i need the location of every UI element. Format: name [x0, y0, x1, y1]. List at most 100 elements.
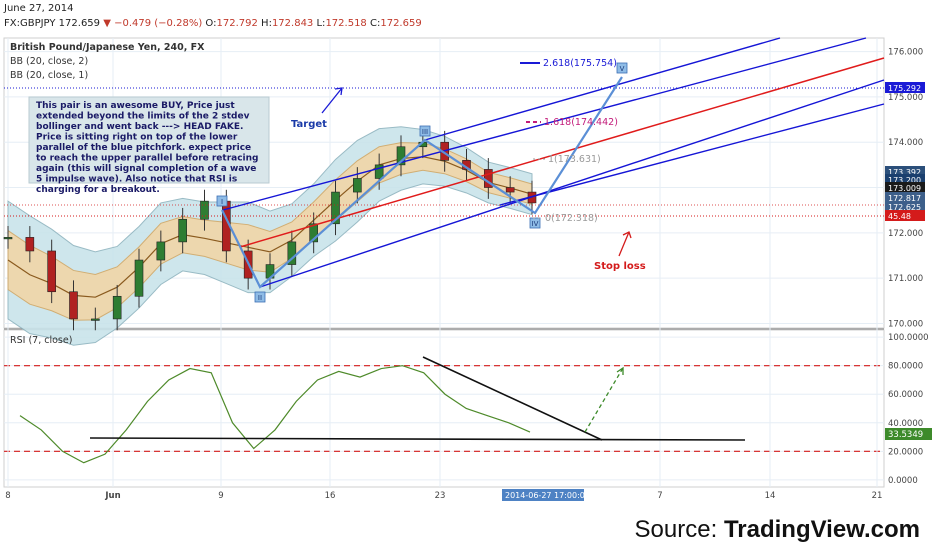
price-tick-label: 174.000	[888, 138, 923, 148]
pitchfork-upper	[424, 37, 781, 141]
x-tick-label: 7	[657, 491, 662, 501]
candles	[3, 130, 537, 331]
elliott-wave-path	[221, 76, 623, 289]
quote-line: FX:GBPJPY 172.659 ▼ −0.479 (−0.28%) O:17…	[4, 18, 422, 29]
price-flag-text: 173.009	[888, 184, 921, 193]
open-value: 172.792	[216, 18, 258, 29]
x-tick-label: Jun	[104, 491, 120, 501]
price-flag	[885, 192, 925, 203]
price-flag	[885, 174, 925, 185]
price-tick-label: 171.000	[888, 274, 923, 284]
price-flag-text: 175.292	[888, 84, 921, 93]
wave-label-box	[216, 195, 228, 207]
close-label: C:	[369, 18, 381, 29]
candle-body	[25, 237, 35, 252]
candle-body	[91, 318, 100, 321]
wave-label: IV	[532, 220, 539, 228]
rsi-line	[19, 365, 531, 464]
pitchfork-upper2	[222, 37, 867, 211]
rsi-tick-label: 80.0000	[888, 362, 923, 372]
target-arrow	[321, 87, 343, 114]
target-arrowhead	[334, 87, 343, 96]
rsi-pane-title[interactable]: RSI (7, close)	[10, 335, 72, 346]
price-tick-label: 175.000	[888, 93, 923, 103]
rsi-tick-label: 40.0000	[888, 419, 923, 429]
x-tick-label: 9	[218, 491, 223, 501]
rsi-support-line	[89, 437, 746, 441]
note-text: This pair is an awesome BUY, Price just e…	[36, 101, 259, 195]
source-credit: Source: TradingView.com	[635, 516, 920, 544]
candle-body	[309, 223, 318, 243]
candle-body	[353, 178, 362, 193]
candle-body	[3, 237, 13, 240]
rsi-tick-label: 0.0000	[888, 476, 918, 486]
price-flag-text: 172.817	[888, 194, 921, 203]
rsi-tick-label: 100.0000	[888, 333, 929, 343]
target-label: Target	[291, 119, 327, 130]
wave-label: III	[422, 128, 428, 136]
rsi-pane[interactable]	[3, 329, 885, 488]
candle-body	[134, 259, 144, 297]
low-label: L:	[316, 18, 326, 29]
symbol[interactable]: FX:GBPJPY	[4, 18, 56, 29]
candle-body	[287, 241, 297, 265]
rsi-plot	[19, 356, 746, 464]
wave-label-box	[616, 62, 628, 74]
candle-body	[374, 164, 384, 179]
candle-body	[200, 200, 209, 220]
stop-arrowhead	[622, 231, 632, 239]
cursor-date-flag	[502, 489, 584, 501]
candle-body	[156, 241, 166, 261]
fib-1618-label: 1.618(174.442)	[544, 117, 618, 128]
price-flag-text: 45.48	[888, 212, 911, 221]
price-flag-text: 173.392	[888, 168, 921, 177]
price-pane-title: British Pound/Japanese Yen, 240, FX	[10, 42, 205, 53]
wave-label: II	[258, 294, 262, 302]
price-flag	[885, 182, 925, 193]
indicator-bb1[interactable]: BB (20, close, 1)	[10, 70, 88, 81]
source-prefix: Source:	[634, 516, 724, 543]
fib-1-label: 1(173.631)	[548, 154, 601, 165]
cursor-date: 2014-06-27 17:00:00	[505, 491, 590, 500]
wave-label: V	[620, 65, 625, 73]
pitchfork-median	[239, 57, 885, 248]
price-flag	[885, 82, 925, 93]
candle-body	[112, 295, 122, 320]
price-flags: 175.292 173.392173.200173.009172.817172.6…	[885, 82, 925, 221]
candle-body	[69, 291, 78, 320]
candle-body	[331, 191, 340, 225]
wave-label-box	[254, 291, 266, 303]
axes: 176.000175.000174.000173.000172.000171.0…	[5, 48, 928, 501]
low-value: 172.518	[325, 18, 367, 29]
note-box[interactable]	[28, 96, 270, 184]
candle-body	[178, 218, 187, 243]
x-tick-label: 16	[325, 491, 336, 501]
candle-body	[505, 187, 515, 193]
fib-0-label: 0(172.318)	[545, 213, 598, 224]
stop-arrow	[618, 231, 630, 257]
indicator-bb2[interactable]: BB (20, close, 2)	[10, 56, 88, 67]
open-label: O:	[205, 18, 217, 29]
price-flag-text: 172.625	[888, 203, 921, 212]
rsi-tick-label: 60.0000	[888, 390, 923, 400]
price-tick-label: 170.000	[888, 319, 923, 329]
price-tick-label: 172.000	[888, 229, 923, 239]
rsi-breakout-arrow	[584, 367, 624, 433]
rsi-current-flag	[885, 428, 932, 440]
x-tick-label: 23	[435, 491, 446, 501]
price-flag	[885, 201, 925, 212]
rsi-tick-label: 20.0000	[888, 447, 923, 457]
high-label: H:	[261, 18, 272, 29]
pitchfork-lower2	[499, 103, 885, 206]
x-tick-label: 21	[872, 491, 883, 501]
pitchfork-lower	[259, 79, 885, 288]
wave-label-box	[419, 125, 431, 137]
source-brand: TradingView.com	[723, 516, 920, 543]
chart-date: June 27, 2014	[4, 3, 74, 14]
price-change: ▼ −0.479 (−0.28%)	[103, 18, 203, 29]
rsi-resistance-line	[422, 356, 603, 441]
price-flag-text: 173.200	[888, 176, 921, 185]
candle-body	[47, 250, 56, 293]
